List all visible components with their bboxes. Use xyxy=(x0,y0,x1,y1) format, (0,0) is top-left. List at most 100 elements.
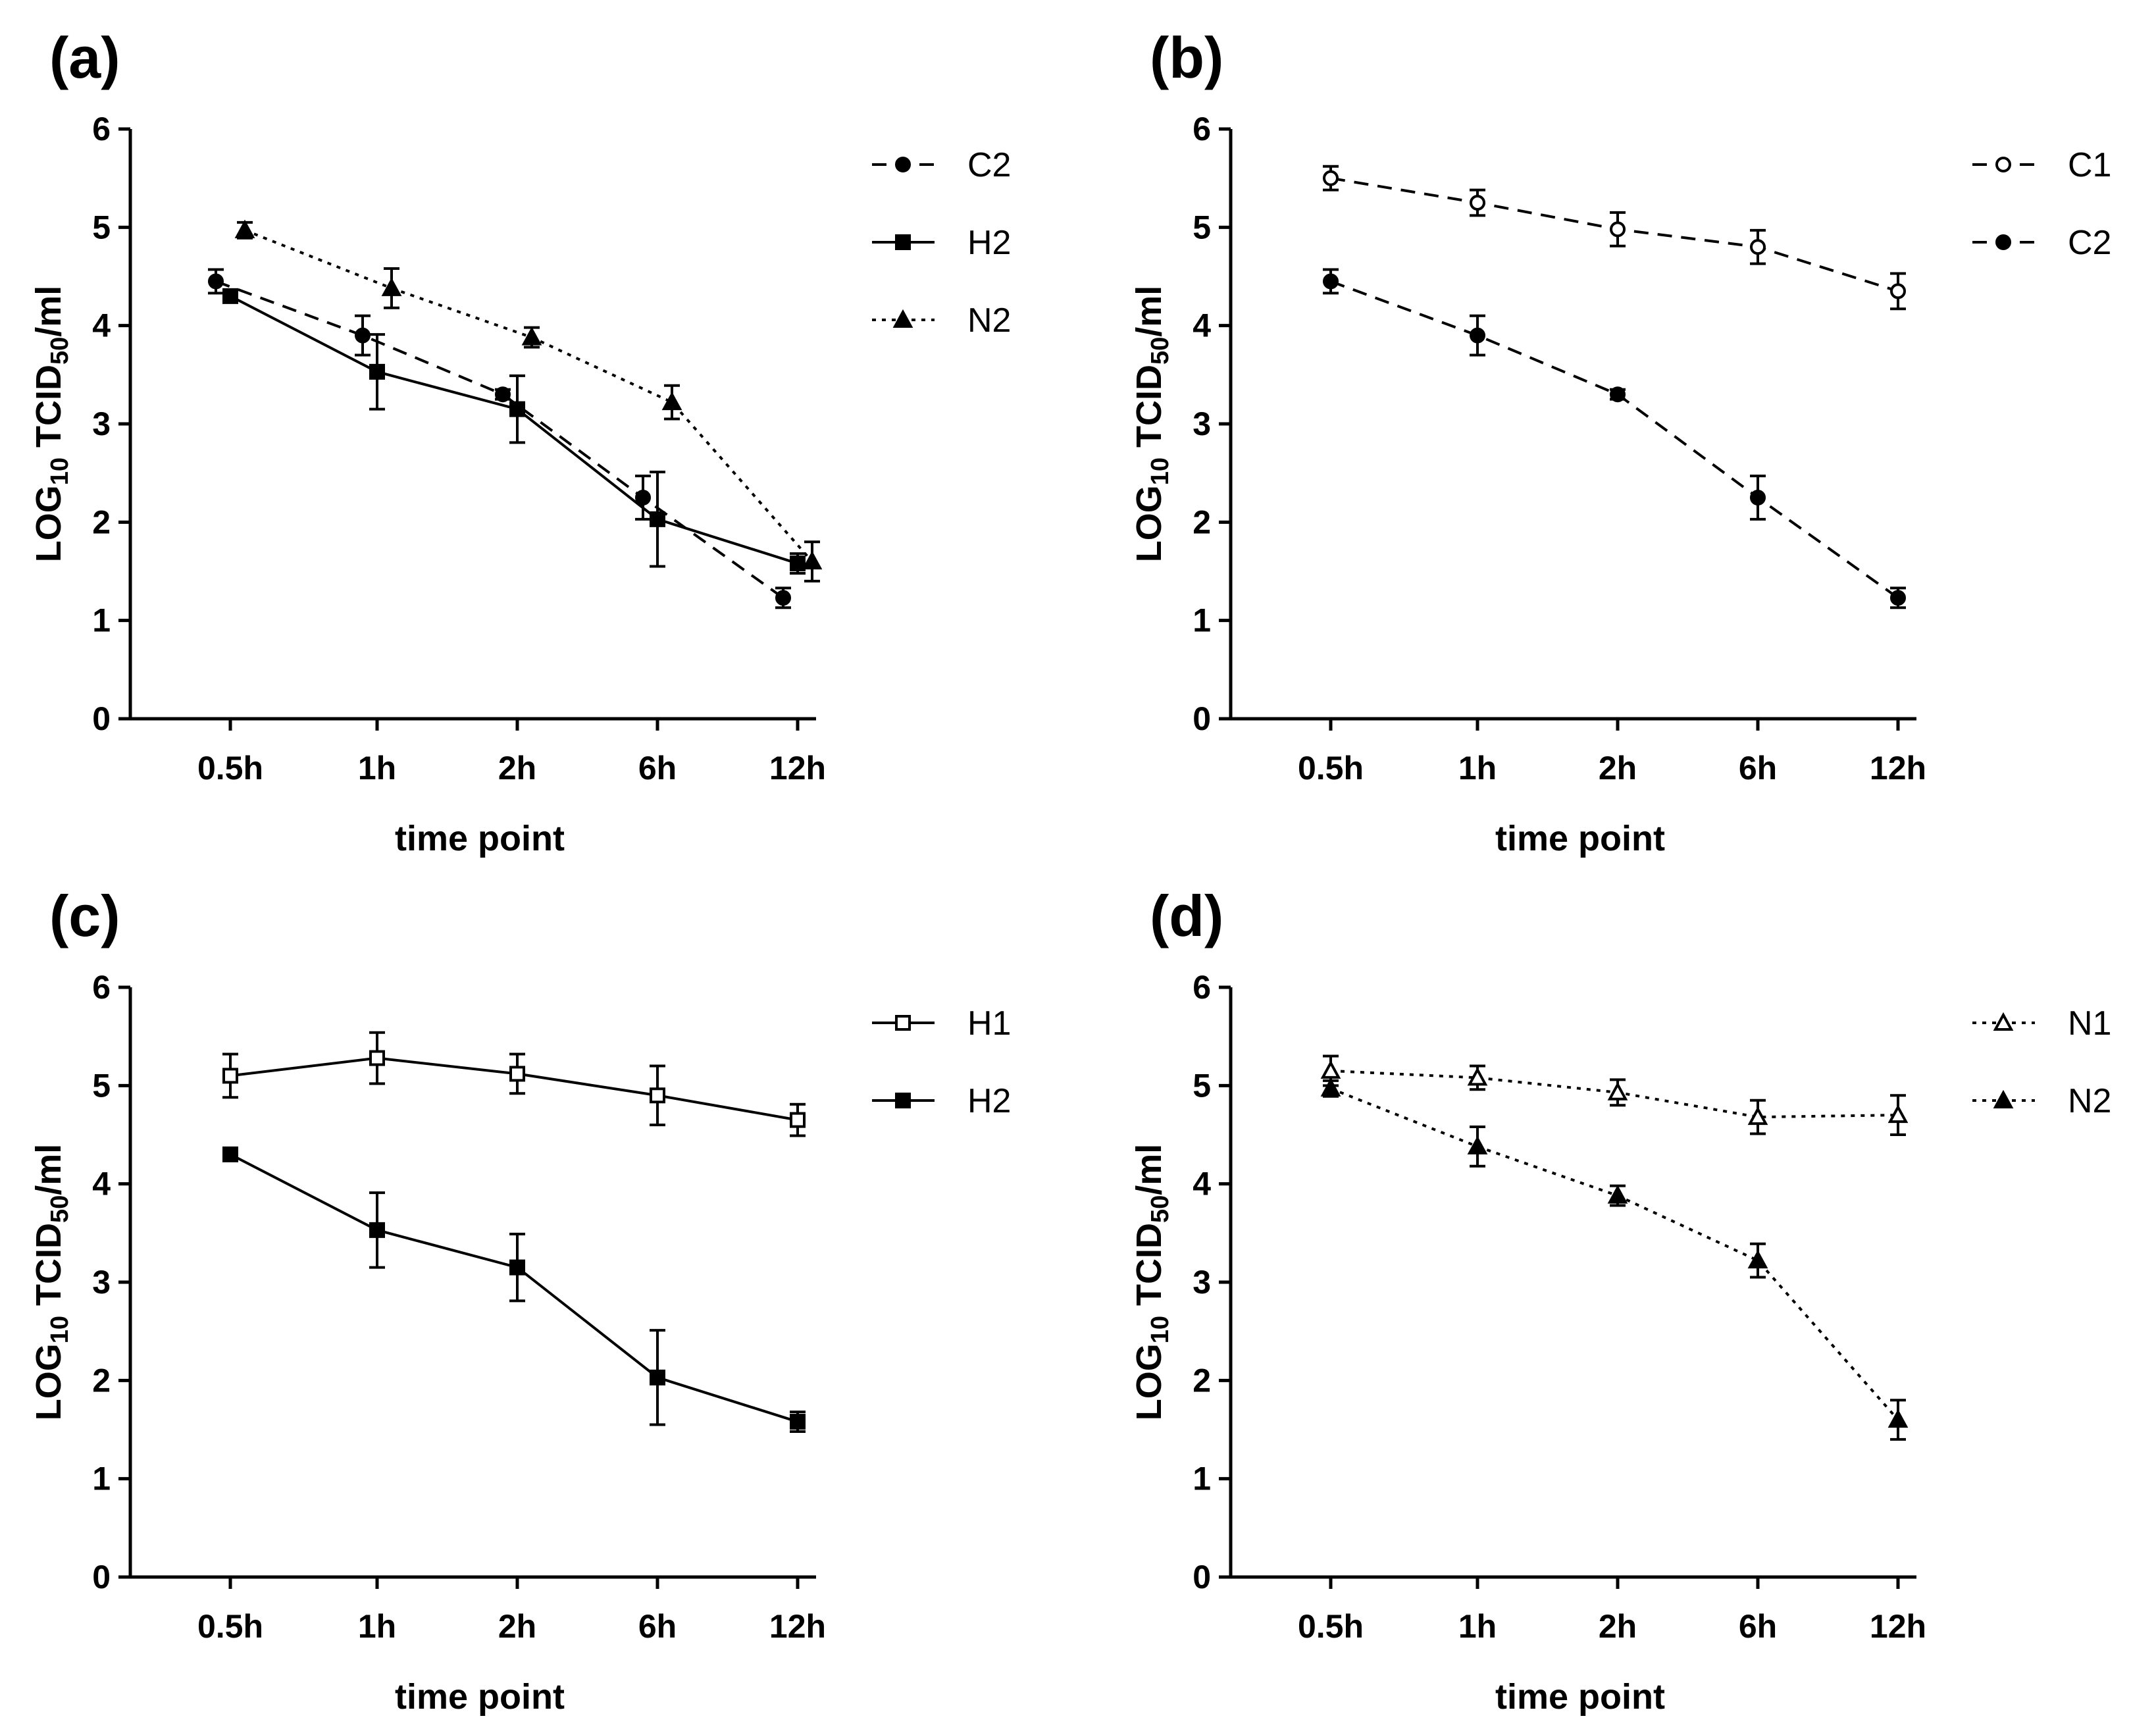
x-axis-title: time point xyxy=(395,1677,565,1717)
x-tick-label: 12h xyxy=(1870,750,1926,787)
data-point xyxy=(1607,1081,1628,1101)
legend-label: N2 xyxy=(2068,1082,2111,1120)
data-point xyxy=(1750,239,1766,255)
data-point xyxy=(222,1146,238,1162)
y-tick-label: 4 xyxy=(1193,307,1211,344)
y-tick-label: 3 xyxy=(1193,1264,1211,1301)
legend-label: C1 xyxy=(2068,146,2111,184)
legend-label: H2 xyxy=(967,1082,1011,1120)
y-tick-label: 4 xyxy=(92,1166,111,1203)
data-point xyxy=(222,1068,238,1084)
data-point xyxy=(650,511,665,527)
series-N1 xyxy=(1320,1054,1909,1136)
data-point xyxy=(521,326,542,346)
x-tick-label: 6h xyxy=(1739,750,1777,787)
series-line xyxy=(1330,1087,1899,1421)
data-point xyxy=(635,490,651,505)
data-point xyxy=(381,277,402,296)
series-C2 xyxy=(1323,268,1906,609)
data-point xyxy=(1890,283,1906,299)
y-tick-label: 3 xyxy=(92,1264,111,1301)
chart-panel-c: (c) 0 1 2 3 4 5 6 0.5h 1h 2h 6h 12h time point LOG10 T… xyxy=(29,883,1011,1717)
x-tick-label: 0.5h xyxy=(1298,750,1364,787)
y-tick-label: 2 xyxy=(1193,504,1211,540)
y-tick-label: 1 xyxy=(92,1461,111,1497)
legend-label: N2 xyxy=(967,301,1011,340)
x-axis-title: time point xyxy=(1495,819,1665,858)
y-tick-label: 4 xyxy=(92,307,111,344)
data-point xyxy=(1890,590,1906,606)
series-line xyxy=(244,228,813,563)
x-tick-label: 6h xyxy=(1739,1608,1777,1645)
data-point xyxy=(1470,195,1485,211)
y-tick-label: 5 xyxy=(92,1067,111,1104)
y-tick-label: 0 xyxy=(1193,1559,1211,1595)
data-point xyxy=(509,401,525,417)
legend-marker xyxy=(895,234,911,250)
data-point xyxy=(650,1087,665,1104)
legend-label: H2 xyxy=(967,224,1011,262)
y-tick-label: 4 xyxy=(1193,1166,1211,1203)
x-tick-label: 0.5h xyxy=(197,1608,263,1645)
y-tick-label: 5 xyxy=(1193,209,1211,246)
legend-marker xyxy=(1995,234,2011,250)
y-tick-label: 2 xyxy=(1193,1362,1211,1399)
data-point xyxy=(661,391,682,411)
data-point xyxy=(802,550,823,570)
data-point xyxy=(208,273,224,290)
y-tick-label: 6 xyxy=(92,111,111,147)
data-point xyxy=(1320,1060,1341,1079)
data-point xyxy=(222,288,238,304)
series-C1 xyxy=(1323,165,1906,311)
y-tick-label: 1 xyxy=(1193,1461,1211,1497)
data-point xyxy=(1887,1104,1909,1124)
x-tick-label: 2h xyxy=(1599,1608,1637,1645)
data-point xyxy=(369,363,385,380)
y-tick-label: 6 xyxy=(1193,111,1211,147)
y-tick-label: 6 xyxy=(92,969,111,1006)
data-point xyxy=(369,1050,385,1066)
x-tick-label: 0.5h xyxy=(197,750,263,787)
x-tick-label: 2h xyxy=(498,750,536,787)
data-point xyxy=(1467,1135,1488,1154)
data-point xyxy=(1323,273,1339,290)
legend-marker xyxy=(1995,157,2011,172)
panel-label: (c) xyxy=(49,883,120,948)
data-point xyxy=(790,1414,806,1430)
data-point xyxy=(1750,490,1766,505)
y-tick-label: 2 xyxy=(92,504,111,540)
y-tick-label: 3 xyxy=(1193,405,1211,442)
legend-label: C2 xyxy=(2068,224,2111,262)
data-point xyxy=(1470,327,1485,344)
series-N2 xyxy=(1320,1077,1909,1441)
y-tick-label: 6 xyxy=(1193,969,1211,1006)
legend-marker xyxy=(1993,1012,2014,1031)
data-point xyxy=(355,327,371,344)
data-point xyxy=(1887,1409,1909,1428)
x-tick-label: 6h xyxy=(638,750,677,787)
data-point xyxy=(790,556,806,572)
series-H2 xyxy=(222,1146,806,1433)
chart-panel-a: (a) 0 1 2 3 4 5 6 0.5h 1h 2h 6h 12h time point LOG10 T… xyxy=(29,25,1011,858)
series-H1 xyxy=(222,1031,806,1137)
legend-marker xyxy=(892,309,913,328)
x-tick-label: 0.5h xyxy=(1298,1608,1364,1645)
y-axis-title: LOG10 TCID50/ml xyxy=(1129,286,1174,563)
legend-label: C2 xyxy=(967,146,1011,184)
y-tick-label: 5 xyxy=(92,209,111,246)
series-line xyxy=(1330,280,1899,599)
x-tick-label: 12h xyxy=(769,1608,826,1645)
x-tick-label: 1h xyxy=(358,1608,396,1645)
x-tick-label: 1h xyxy=(358,750,396,787)
data-point xyxy=(1747,1249,1768,1269)
y-tick-label: 2 xyxy=(92,1362,111,1399)
data-point xyxy=(650,1369,665,1385)
y-tick-label: 1 xyxy=(92,602,111,639)
y-axis-title: LOG10 TCID50/ml xyxy=(29,286,74,563)
data-point xyxy=(1610,221,1626,238)
series-H2 xyxy=(222,288,806,575)
y-tick-label: 5 xyxy=(1193,1067,1211,1104)
data-point xyxy=(1610,386,1626,403)
x-axis-title: time point xyxy=(395,819,565,858)
